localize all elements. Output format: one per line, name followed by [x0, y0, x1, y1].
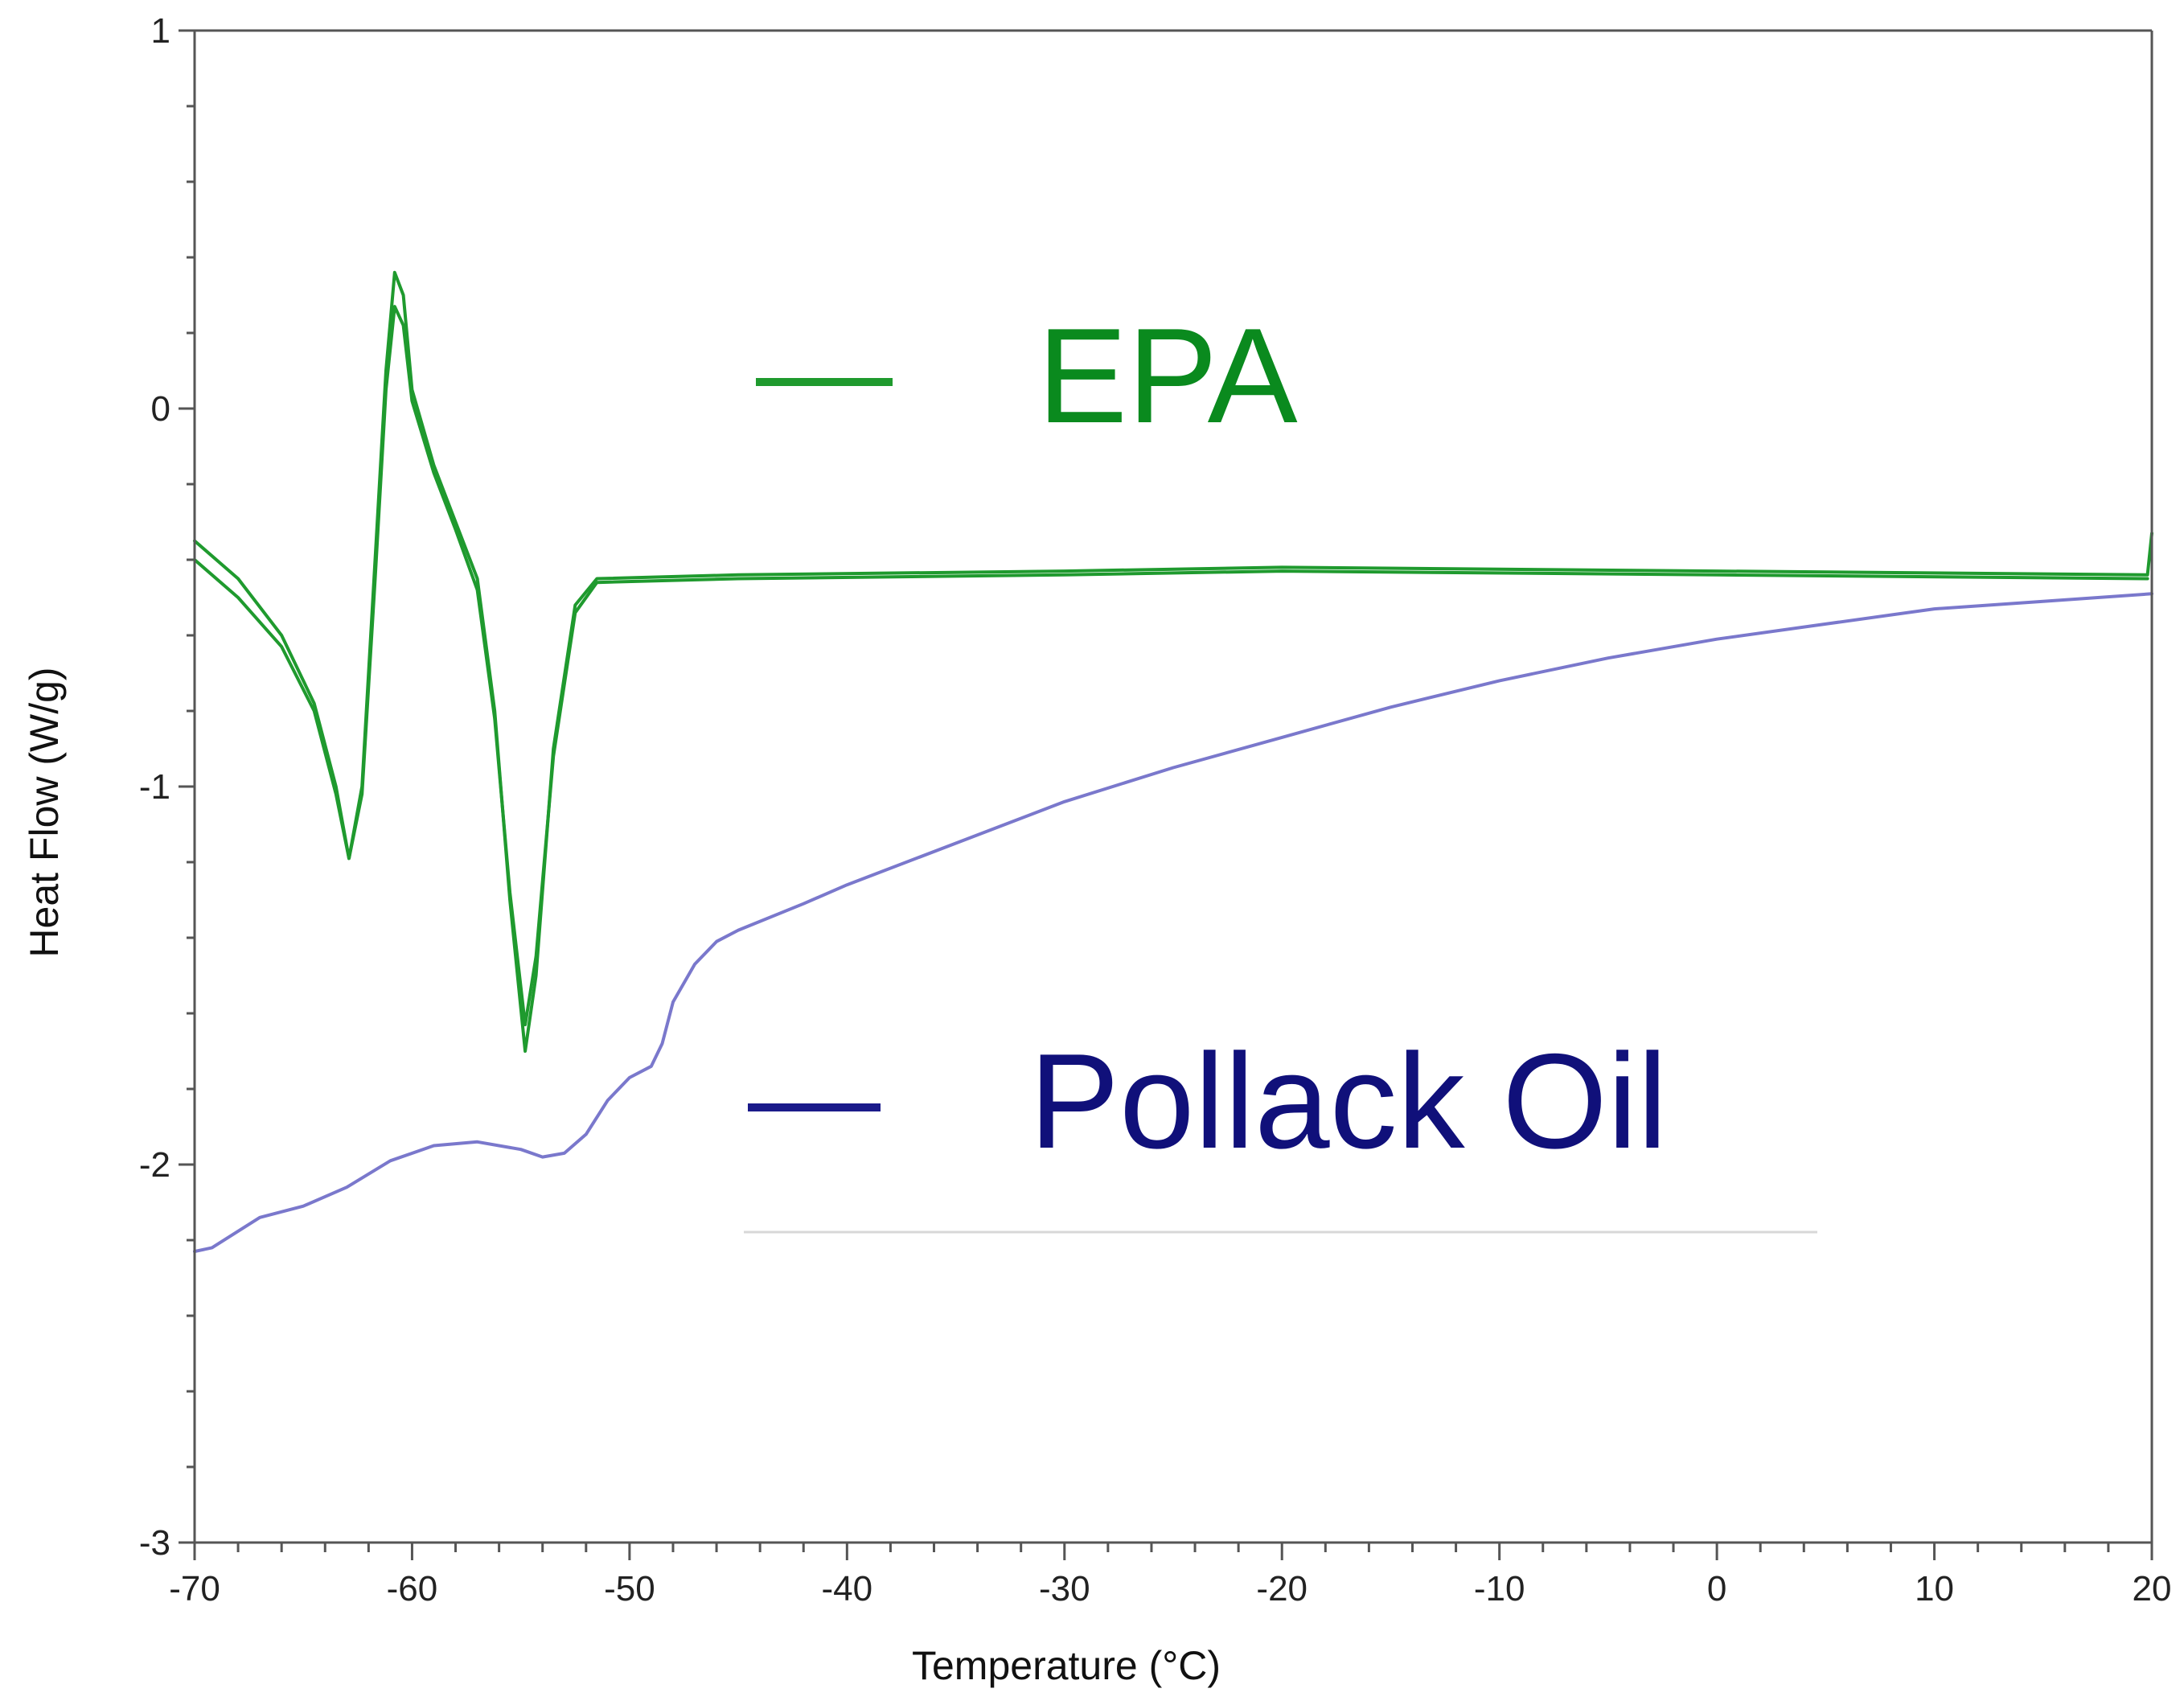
x-tick-label: 10 [1915, 1569, 1954, 1608]
x-axis-title: Temperature (°C) [912, 1643, 1221, 1688]
x-tick-label: -70 [169, 1569, 220, 1608]
x-axis-ticks: -70 -60 -50 -40 -30 -20 -10 0 10 20 [169, 1543, 2171, 1608]
y-tick-label: -3 [139, 1523, 170, 1563]
x-tick-label: -10 [1474, 1569, 1525, 1608]
y-axis-title: Heat Flow (W/g) [22, 667, 67, 957]
y-tick-label: -2 [139, 1145, 170, 1185]
series-line-1 [193, 305, 2149, 1027]
x-tick-label: 0 [1707, 1569, 1726, 1608]
y-tick-label: -1 [139, 767, 170, 807]
x-tick-label: -50 [604, 1569, 655, 1608]
legend-label: Pollack Oil [1029, 1025, 1668, 1177]
x-tick-label: -20 [1256, 1569, 1308, 1608]
y-axis-ticks: -3 -2 -1 0 1 [139, 11, 195, 1563]
plot-area [195, 31, 2152, 1543]
series-line-2 [193, 592, 2153, 1254]
legend: EPA Pollack Oil [748, 300, 1668, 1177]
legend-label: EPA [1037, 300, 1298, 451]
y-tick-label: 0 [151, 389, 170, 429]
x-tick-label: -40 [822, 1569, 873, 1608]
x-tick-label: 20 [2133, 1569, 2172, 1608]
x-tick-label: -30 [1039, 1569, 1090, 1608]
series-layer [193, 270, 2153, 1254]
y-tick-label: 1 [151, 11, 170, 51]
x-tick-label: -60 [387, 1569, 438, 1608]
